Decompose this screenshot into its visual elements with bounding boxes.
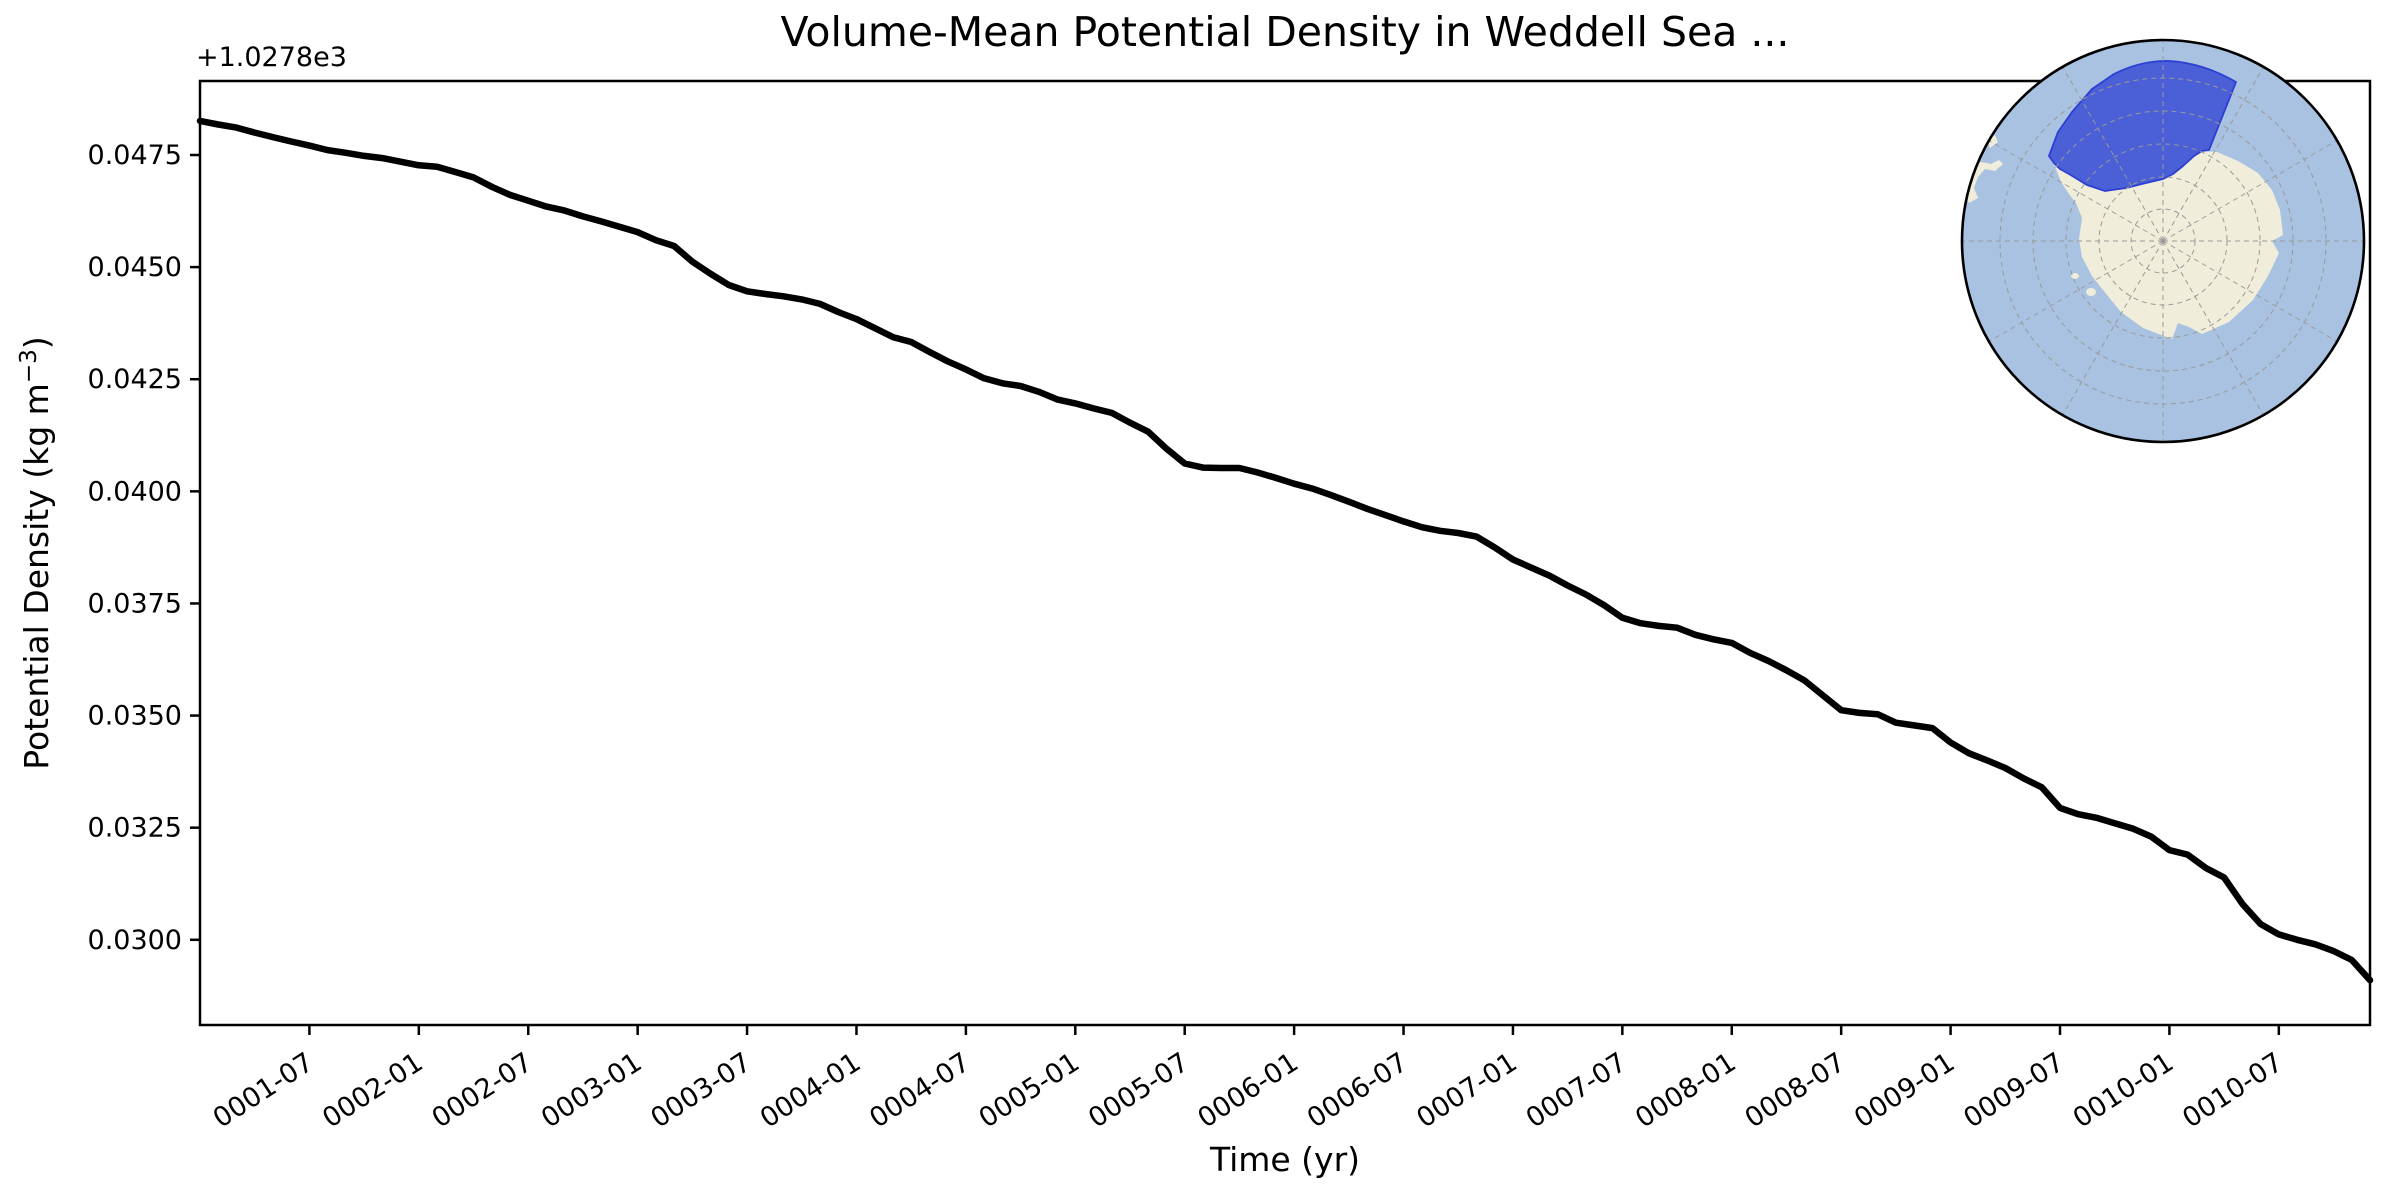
antarctica-landmass bbox=[2051, 151, 2283, 339]
y-axis-offset-text: +1.0278e3 bbox=[196, 42, 347, 73]
x-axis-label: Time (yr) bbox=[1209, 1140, 1361, 1179]
axes-frame bbox=[198, 79, 2372, 1027]
x-tick-label: 0007-01 bbox=[1411, 1047, 1522, 1134]
y-tick-label: 0.0300 bbox=[88, 925, 182, 956]
y-tick-label: 0.0350 bbox=[88, 701, 182, 732]
y-tick-label: 0.0425 bbox=[88, 364, 182, 395]
island-small bbox=[2086, 288, 2096, 296]
y-tick-label: 0.0375 bbox=[88, 588, 182, 619]
y-tick-label: 0.0325 bbox=[88, 813, 182, 844]
chart-title: Volume-Mean Potential Density in Weddell… bbox=[780, 8, 1790, 56]
x-tick-label: 0009-01 bbox=[1849, 1047, 1960, 1134]
small-island bbox=[1987, 135, 1998, 148]
x-tick-label: 0004-01 bbox=[755, 1047, 866, 1134]
y-tick-label: 0.0475 bbox=[88, 140, 182, 171]
x-tick-label: 0001-07 bbox=[208, 1047, 319, 1134]
island-alexander bbox=[2071, 273, 2079, 279]
x-tick-label: 0010-07 bbox=[2177, 1047, 2288, 1134]
weddell-sea-region bbox=[2048, 60, 2237, 192]
x-tick-label: 0002-07 bbox=[427, 1047, 538, 1134]
x-tick-label: 0009-07 bbox=[1958, 1047, 2069, 1134]
x-tick-label: 0010-01 bbox=[2068, 1047, 2179, 1134]
x-tick-label: 0006-01 bbox=[1192, 1047, 1303, 1134]
x-tick-label: 0006-07 bbox=[1302, 1047, 1413, 1134]
x-tick-label: 0003-01 bbox=[536, 1047, 647, 1134]
globe-boundary bbox=[1960, 38, 2366, 444]
x-tick-label: 0007-07 bbox=[1521, 1047, 1632, 1134]
x-tick-label: 0004-07 bbox=[864, 1047, 975, 1134]
antarctica-inset-map bbox=[1960, 38, 2366, 444]
x-tick-label: 0002-01 bbox=[317, 1047, 428, 1134]
graticule-gridlines bbox=[1962, 40, 2364, 442]
density-line-series bbox=[196, 117, 2374, 984]
x-tick-label: 0008-07 bbox=[1739, 1047, 1850, 1134]
y-tick-label: 0.0400 bbox=[88, 476, 182, 507]
x-tick-label: 0008-01 bbox=[1630, 1047, 1741, 1134]
y-tick-label: 0.0450 bbox=[88, 252, 182, 283]
x-tick-label: 0005-07 bbox=[1083, 1047, 1194, 1134]
x-tick-label: 0005-01 bbox=[974, 1047, 1085, 1134]
x-tick-label: 0003-07 bbox=[645, 1047, 756, 1134]
